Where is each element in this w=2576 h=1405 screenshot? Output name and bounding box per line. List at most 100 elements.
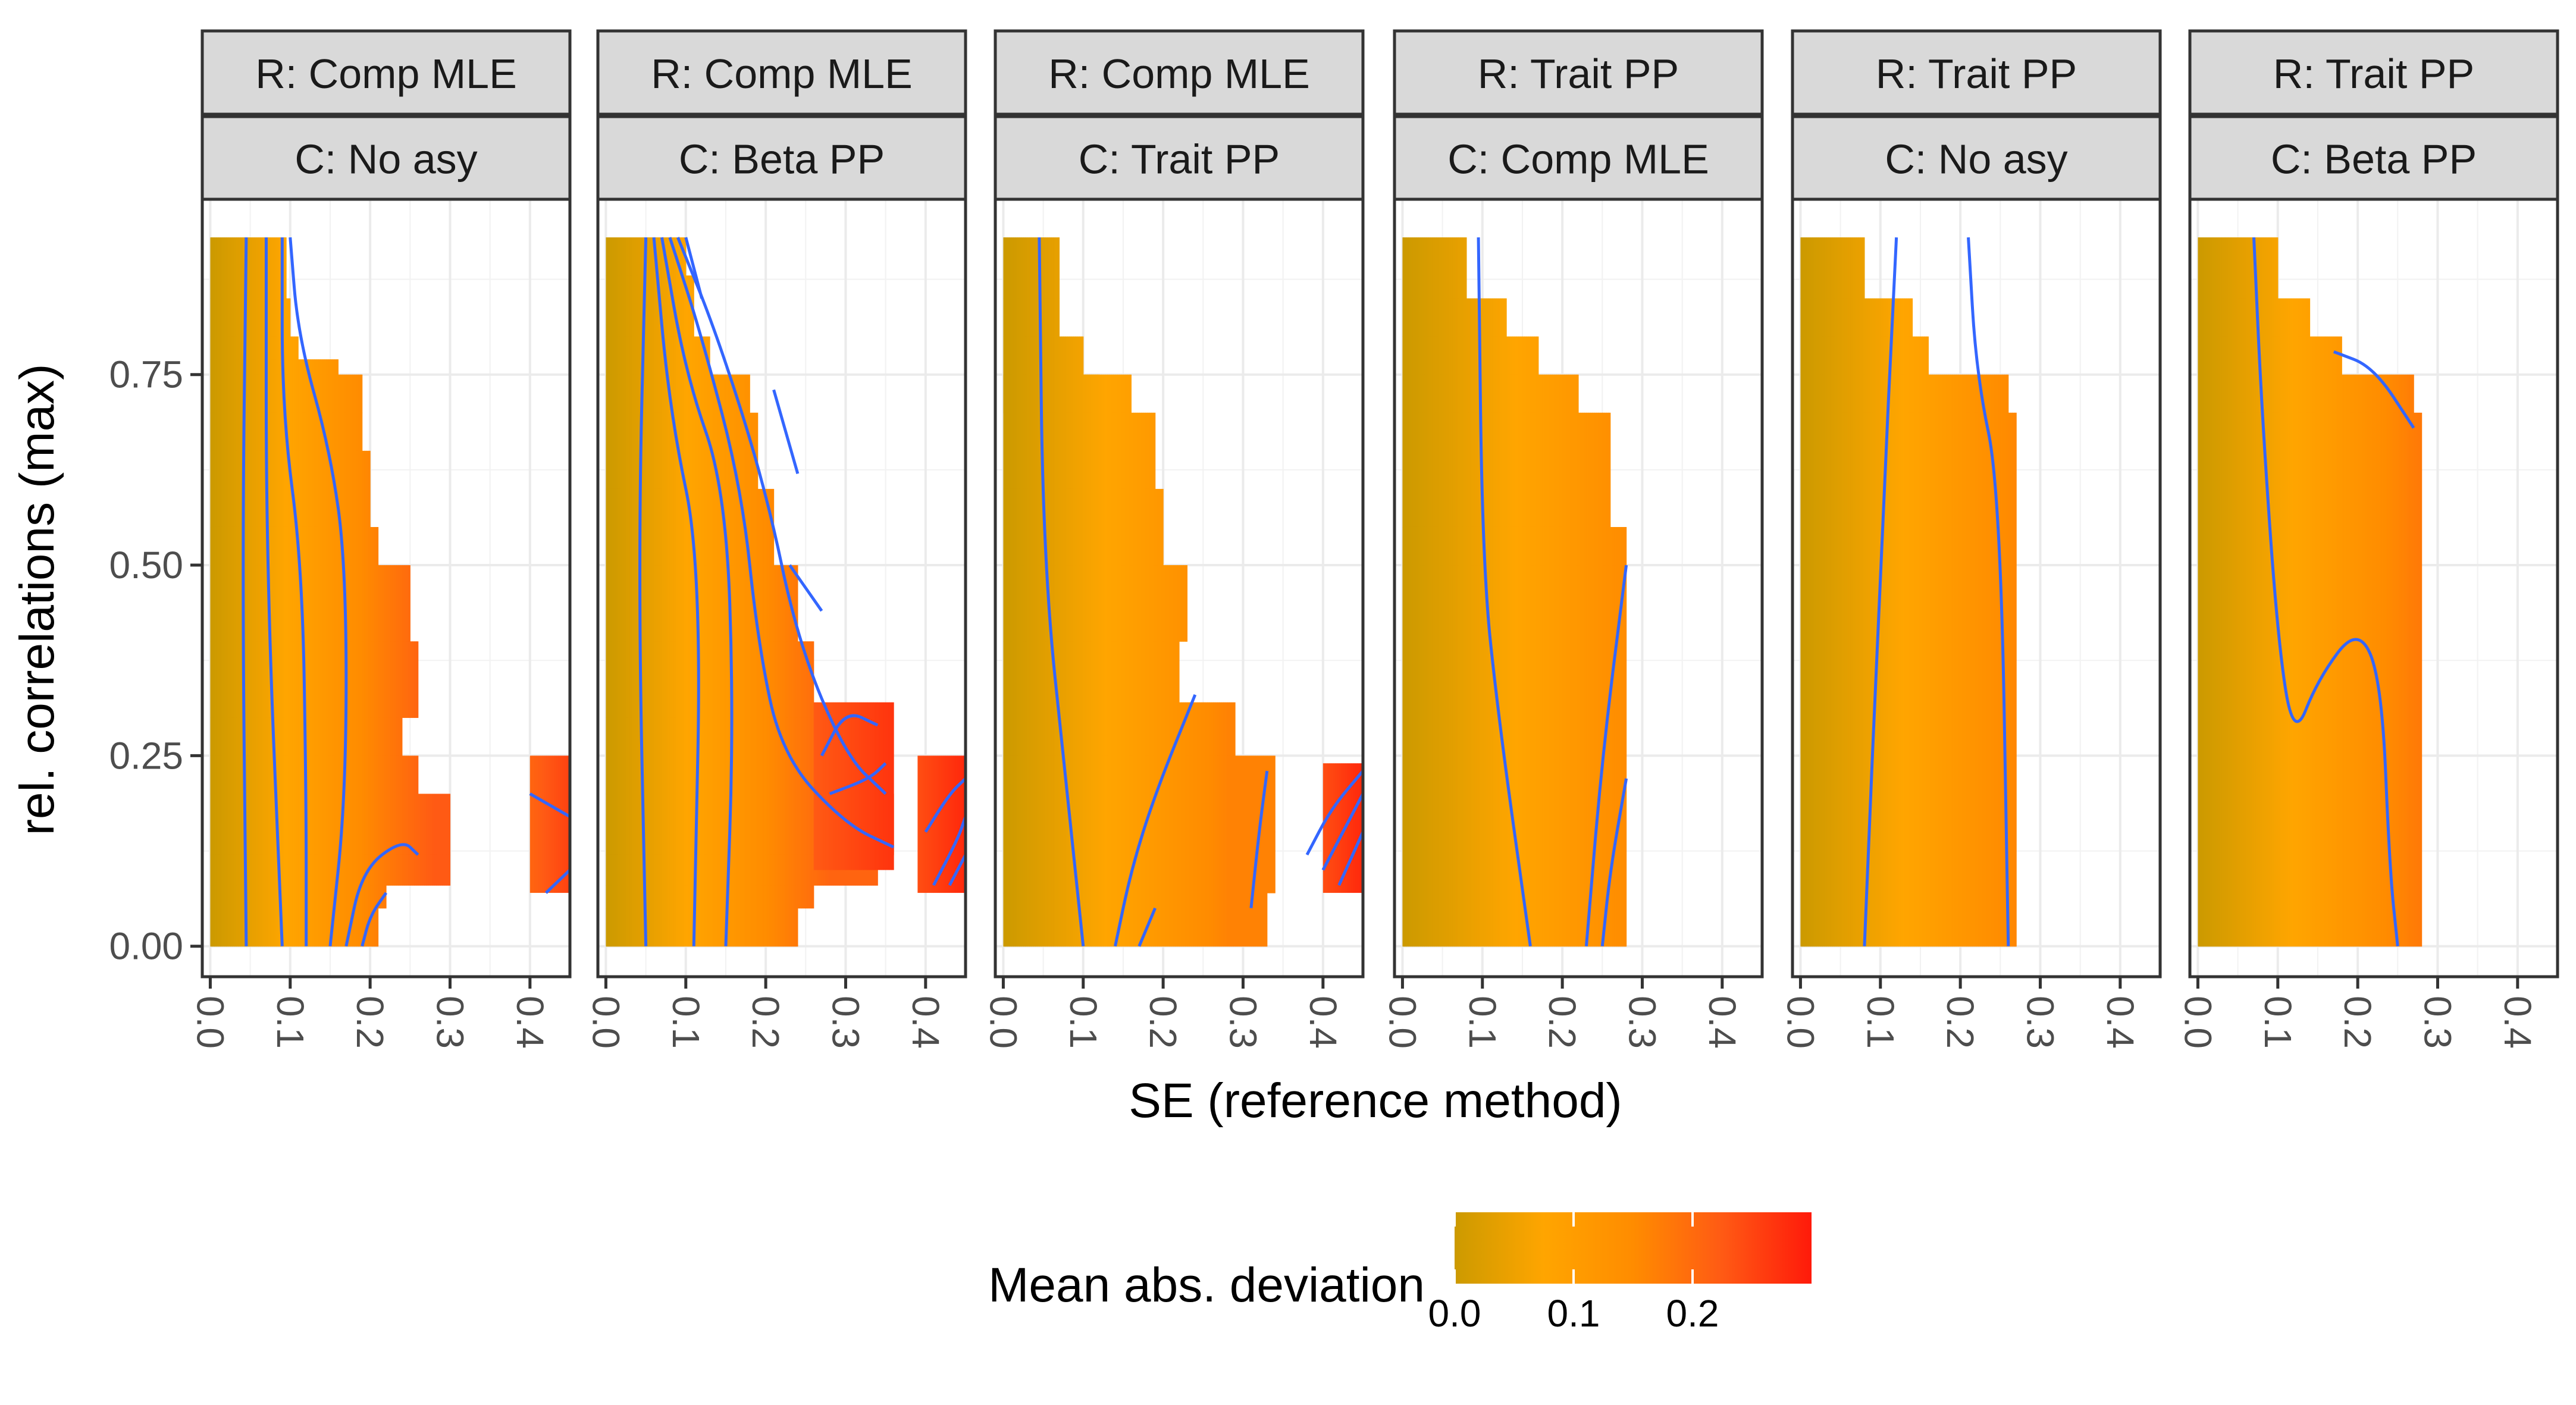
heat-cell bbox=[675, 336, 678, 375]
heat-cell bbox=[1604, 565, 1607, 947]
heat-cell bbox=[778, 717, 781, 795]
heat-cell bbox=[789, 641, 792, 718]
heat-cell bbox=[1019, 237, 1022, 299]
heat-cell bbox=[679, 717, 682, 795]
heat-cell bbox=[623, 717, 626, 795]
heat-cell bbox=[704, 908, 706, 947]
heat-cell bbox=[757, 717, 760, 795]
heat-cell bbox=[1536, 565, 1539, 947]
heat-cell bbox=[1484, 336, 1487, 375]
heat-cell bbox=[1081, 641, 1084, 703]
heat-cell bbox=[801, 854, 804, 886]
heat-cell bbox=[228, 794, 231, 855]
heat-cell bbox=[1406, 237, 1409, 299]
heat-cell bbox=[260, 359, 263, 375]
heat-cell bbox=[622, 908, 625, 947]
heat-cell bbox=[738, 717, 741, 795]
heat-cell bbox=[260, 854, 263, 886]
heat-cell bbox=[1542, 526, 1545, 566]
heat-cell bbox=[722, 488, 725, 566]
heat-cell bbox=[1520, 374, 1523, 413]
heat-cell bbox=[426, 794, 429, 855]
heat-cell bbox=[1572, 374, 1575, 413]
heat-cell bbox=[679, 374, 682, 413]
heat-cell bbox=[364, 854, 367, 886]
x-tick-label: 0.0 bbox=[584, 996, 627, 1049]
heat-cell bbox=[332, 374, 335, 413]
heat-cell bbox=[268, 374, 271, 413]
heat-cell bbox=[654, 336, 657, 375]
heat-cell bbox=[232, 794, 235, 855]
heat-cell bbox=[1874, 298, 1877, 337]
heat-cell bbox=[216, 359, 219, 375]
heat-cell bbox=[404, 794, 407, 855]
heat-cell bbox=[1838, 412, 1841, 947]
heat-cell bbox=[332, 854, 335, 886]
heat-cell bbox=[1067, 565, 1070, 642]
heat-cell bbox=[688, 336, 691, 375]
heat-cell bbox=[354, 854, 357, 886]
heat-cell bbox=[352, 374, 355, 413]
heat-cell bbox=[228, 412, 231, 451]
heat-cell bbox=[723, 641, 726, 718]
heat-cell bbox=[328, 374, 331, 413]
heat-cell bbox=[651, 237, 654, 276]
heat-cell bbox=[723, 565, 726, 642]
panel-border bbox=[200, 197, 572, 979]
heat-cell bbox=[1804, 298, 1807, 337]
heat-cell bbox=[282, 412, 285, 451]
heat-cell bbox=[322, 526, 325, 566]
heat-cell bbox=[370, 717, 373, 757]
heat-cell bbox=[618, 641, 621, 718]
heat-cell bbox=[1179, 755, 1182, 833]
heat-cell bbox=[717, 374, 720, 413]
heat-cell bbox=[819, 854, 822, 886]
heat-cell bbox=[1414, 526, 1417, 566]
heat-cell bbox=[1596, 565, 1599, 947]
heat-cell bbox=[1488, 412, 1491, 528]
heat-cell bbox=[298, 794, 301, 855]
heat-cell bbox=[1039, 702, 1042, 757]
heat-cell bbox=[1155, 832, 1158, 893]
heat-cell bbox=[688, 885, 691, 909]
heat-cell bbox=[1109, 702, 1112, 757]
heat-cell bbox=[328, 641, 331, 718]
heat-cell bbox=[218, 298, 221, 337]
heat-cell bbox=[647, 717, 650, 795]
heat-cell bbox=[1077, 374, 1080, 413]
heat-cell bbox=[613, 488, 616, 566]
heat-cell bbox=[1069, 641, 1072, 703]
heat-cell bbox=[1049, 755, 1052, 833]
heat-cell bbox=[613, 336, 616, 375]
heat-cell bbox=[616, 908, 619, 947]
heat-cell bbox=[1035, 412, 1038, 490]
heat-cell bbox=[234, 717, 237, 757]
heat-cell bbox=[232, 854, 235, 886]
heat-cell bbox=[330, 359, 333, 375]
heat-cell bbox=[1199, 893, 1202, 947]
heat-cell bbox=[360, 794, 363, 855]
heat-cell bbox=[1087, 641, 1090, 703]
heat-cell bbox=[298, 565, 301, 642]
heat-cell bbox=[707, 885, 710, 909]
heat-cell bbox=[1892, 336, 1895, 375]
heat-cell bbox=[368, 450, 371, 528]
heat-cell bbox=[679, 237, 682, 276]
heat-cell bbox=[1606, 565, 1609, 947]
heat-cell bbox=[1063, 336, 1066, 375]
heat-cell bbox=[258, 794, 261, 855]
heat-cell bbox=[1902, 412, 1905, 947]
heat-cell bbox=[1033, 565, 1036, 642]
heat-cell bbox=[1924, 336, 1927, 375]
heat-cell bbox=[735, 412, 738, 490]
heat-cell bbox=[1175, 565, 1178, 642]
heat-cell bbox=[1494, 565, 1497, 947]
heat-cell bbox=[326, 794, 329, 855]
heat-cell bbox=[256, 717, 259, 757]
heat-cell bbox=[738, 908, 741, 947]
heat-cell bbox=[1173, 893, 1176, 947]
heat-cell bbox=[1085, 893, 1088, 947]
heat-cell bbox=[1896, 374, 1899, 413]
heat-cell bbox=[1556, 374, 1559, 413]
